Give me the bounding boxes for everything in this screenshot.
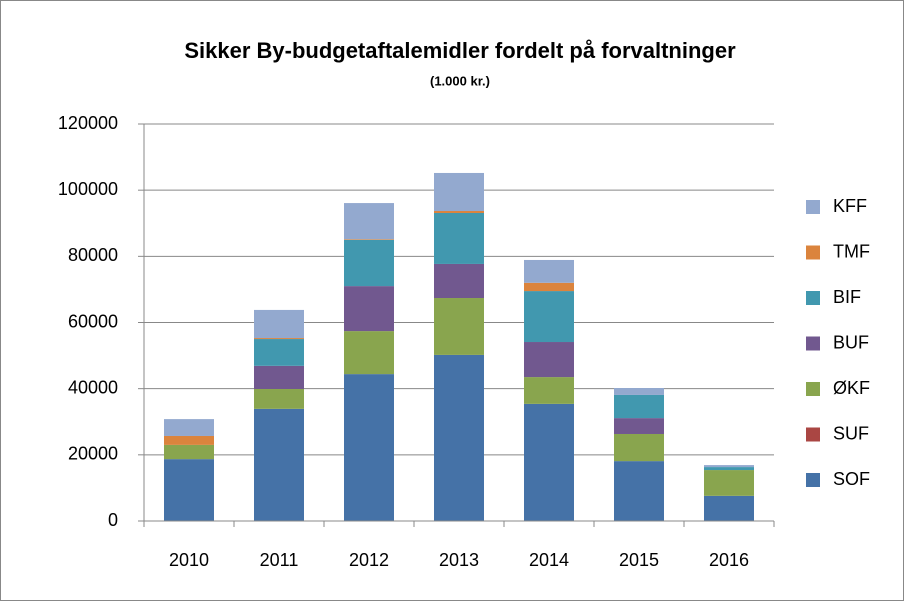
x-tick-label: 2013 <box>439 550 479 570</box>
legend-label: ØKF <box>833 378 870 398</box>
bar-segment <box>614 388 664 395</box>
x-tick-label: 2014 <box>529 550 569 570</box>
y-tick-label: 20000 <box>68 444 118 464</box>
bar-segment <box>434 263 484 299</box>
bar-segment <box>344 203 394 240</box>
bar-segment <box>524 403 574 521</box>
y-tick-label: 40000 <box>68 377 118 397</box>
bar-segment <box>434 211 484 213</box>
bar-segment <box>434 354 484 521</box>
bar-segment <box>164 444 214 460</box>
legend-swatch <box>806 200 820 214</box>
x-tick-label: 2012 <box>349 550 389 570</box>
bar-segment <box>344 331 394 375</box>
bar-segment <box>164 459 214 521</box>
legend-swatch <box>806 427 820 442</box>
legend-label: TMF <box>833 241 870 261</box>
bar-segment <box>254 408 304 521</box>
bar-segment <box>704 495 754 521</box>
bar-segment <box>164 435 214 445</box>
bar-segment <box>254 365 304 389</box>
bar-segment <box>524 282 574 292</box>
x-tick-label: 2016 <box>709 550 749 570</box>
legend-label: SOF <box>833 469 870 489</box>
bar-segment <box>344 374 394 521</box>
bar-segment <box>344 239 394 287</box>
bar-segment <box>254 339 304 366</box>
legend-swatch <box>806 382 820 396</box>
bar-segment <box>704 470 754 496</box>
bar-segment <box>524 342 574 378</box>
bar-segment <box>614 433 664 462</box>
bar-segment <box>164 419 214 436</box>
bar-segment <box>524 259 574 283</box>
bar-segment <box>614 418 664 434</box>
x-tick-label: 2010 <box>169 550 209 570</box>
chart-subtitle: (1.000 kr.) <box>430 73 490 88</box>
bar-segment <box>614 394 664 419</box>
bar-segment <box>254 309 304 339</box>
x-tick-label: 2011 <box>260 550 299 570</box>
bar-segment <box>434 212 484 264</box>
y-tick-label: 120000 <box>58 113 118 133</box>
legend-swatch <box>806 291 820 305</box>
bar-segment <box>434 172 484 212</box>
bar-segment <box>704 465 754 468</box>
chart-title: Sikker By-budgetaftalemidler fordelt på … <box>184 38 736 63</box>
legend-label: BUF <box>833 332 869 352</box>
legend-label: SUF <box>833 423 869 443</box>
y-tick-label: 80000 <box>68 245 118 265</box>
x-tick-label: 2015 <box>619 550 659 570</box>
bar-segment <box>614 461 664 521</box>
bar-segment <box>524 377 574 404</box>
bar-segment <box>344 239 394 240</box>
y-tick-label: 100000 <box>58 179 118 199</box>
legend-swatch <box>806 336 820 351</box>
bar-segment <box>524 291 574 343</box>
y-tick-label: 0 <box>108 510 118 530</box>
legend-label: BIF <box>833 287 861 307</box>
bar-segment <box>704 467 754 471</box>
legend-swatch <box>806 245 820 260</box>
legend-swatch <box>806 473 820 487</box>
legend-label: KFF <box>833 196 867 216</box>
y-tick-label: 60000 <box>68 311 118 331</box>
bar-segment <box>254 338 304 340</box>
bar-segment <box>434 298 484 355</box>
bar-segment <box>254 388 304 409</box>
bar-segment <box>344 286 394 332</box>
